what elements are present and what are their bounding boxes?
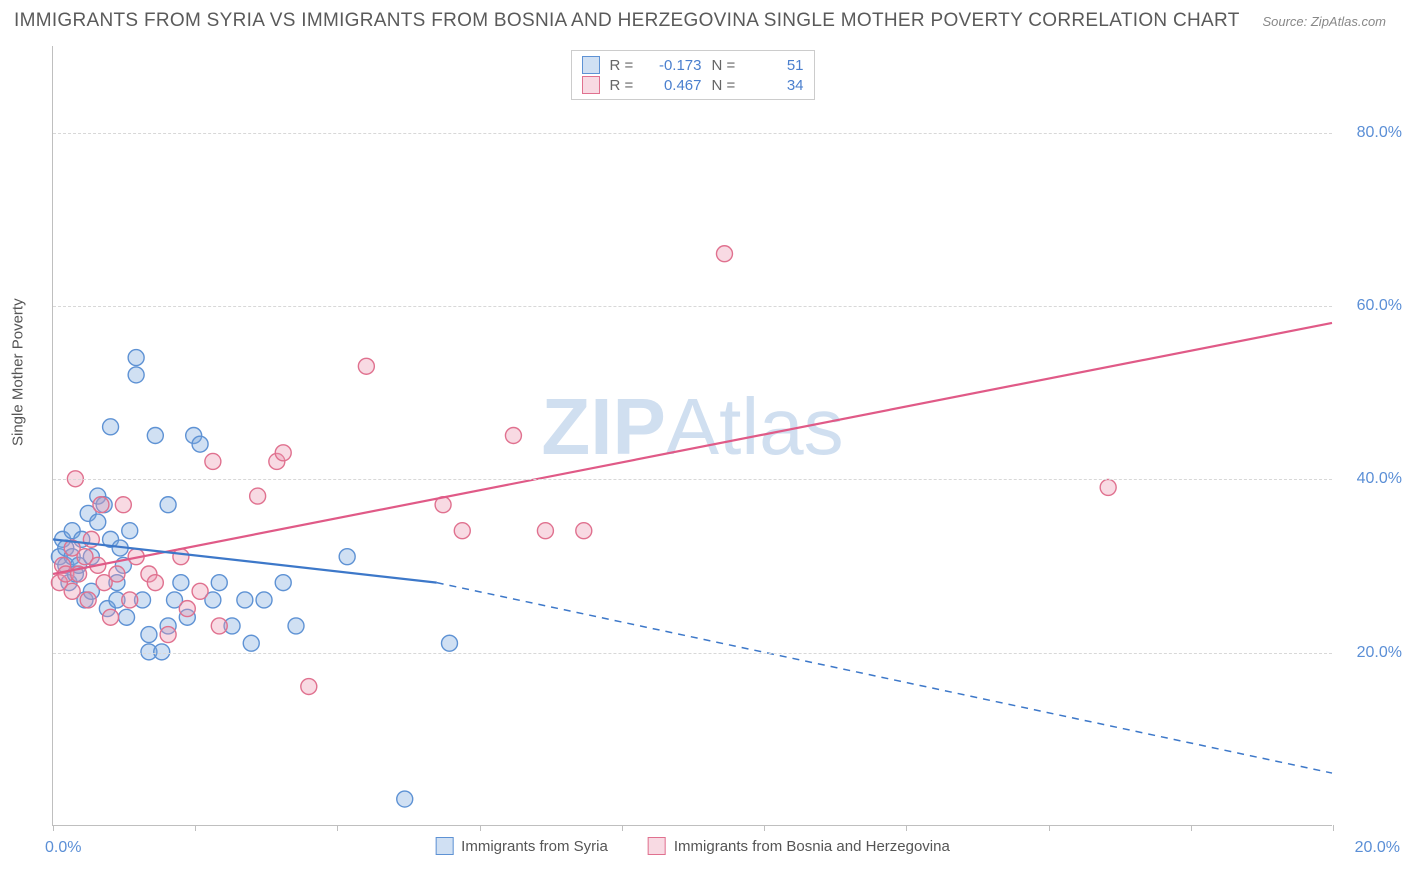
point-syria bbox=[237, 592, 253, 608]
trend-line-syria-dashed bbox=[437, 583, 1332, 773]
trend-line-bosnia bbox=[53, 323, 1332, 574]
point-syria bbox=[90, 514, 106, 530]
r-label: R = bbox=[610, 77, 638, 94]
point-syria bbox=[141, 627, 157, 643]
x-tick bbox=[1333, 825, 1334, 831]
grid-line bbox=[53, 133, 1332, 134]
point-syria bbox=[122, 523, 138, 539]
point-syria bbox=[256, 592, 272, 608]
x-tick bbox=[764, 825, 765, 831]
legend-series: Immigrants from Syria Immigrants from Bo… bbox=[435, 837, 950, 855]
point-syria bbox=[103, 419, 119, 435]
point-bosnia bbox=[179, 601, 195, 617]
point-bosnia bbox=[122, 592, 138, 608]
r-label: R = bbox=[610, 57, 638, 74]
point-syria bbox=[192, 436, 208, 452]
n-value-bosnia: 34 bbox=[750, 77, 804, 94]
legend-stats-row-bosnia: R = 0.467 N = 34 bbox=[582, 75, 804, 95]
point-syria bbox=[243, 635, 259, 651]
y-tick-label: 40.0% bbox=[1357, 470, 1402, 488]
point-bosnia bbox=[301, 679, 317, 695]
point-bosnia bbox=[576, 523, 592, 539]
swatch-bosnia bbox=[582, 76, 600, 94]
point-syria bbox=[211, 575, 227, 591]
point-bosnia bbox=[192, 583, 208, 599]
grid-line bbox=[53, 479, 1332, 480]
n-label: N = bbox=[712, 77, 740, 94]
y-tick-label: 20.0% bbox=[1357, 644, 1402, 662]
point-syria bbox=[119, 609, 135, 625]
point-syria bbox=[128, 350, 144, 366]
legend-item-syria: Immigrants from Syria bbox=[435, 837, 608, 855]
r-value-bosnia: 0.467 bbox=[648, 77, 702, 94]
point-bosnia bbox=[358, 358, 374, 374]
point-syria bbox=[275, 575, 291, 591]
point-syria bbox=[397, 791, 413, 807]
x-tick bbox=[480, 825, 481, 831]
swatch-syria bbox=[582, 56, 600, 74]
y-tick-label: 60.0% bbox=[1357, 297, 1402, 315]
legend-label-syria: Immigrants from Syria bbox=[461, 838, 608, 855]
swatch-bosnia bbox=[648, 837, 666, 855]
x-axis-origin-label: 0.0% bbox=[45, 839, 81, 857]
chart-title: IMMIGRANTS FROM SYRIA VS IMMIGRANTS FROM… bbox=[14, 10, 1240, 32]
point-bosnia bbox=[80, 592, 96, 608]
x-tick bbox=[195, 825, 196, 831]
point-bosnia bbox=[716, 246, 732, 262]
legend-stats: R = -0.173 N = 51 R = 0.467 N = 34 bbox=[571, 50, 815, 100]
legend-label-bosnia: Immigrants from Bosnia and Herzegovina bbox=[674, 838, 950, 855]
point-bosnia bbox=[115, 497, 131, 513]
legend-item-bosnia: Immigrants from Bosnia and Herzegovina bbox=[648, 837, 950, 855]
point-bosnia bbox=[103, 609, 119, 625]
point-bosnia bbox=[211, 618, 227, 634]
n-label: N = bbox=[712, 57, 740, 74]
y-tick-label: 80.0% bbox=[1357, 124, 1402, 142]
grid-line bbox=[53, 306, 1332, 307]
n-value-syria: 51 bbox=[750, 57, 804, 74]
r-value-syria: -0.173 bbox=[648, 57, 702, 74]
plot-area: ZIPAtlas R = -0.173 N = 51 R = 0.467 N =… bbox=[52, 46, 1332, 826]
x-tick bbox=[337, 825, 338, 831]
x-tick bbox=[1049, 825, 1050, 831]
source-attribution: Source: ZipAtlas.com bbox=[1262, 14, 1386, 29]
x-axis-end-label: 20.0% bbox=[1355, 839, 1400, 857]
point-syria bbox=[173, 575, 189, 591]
point-bosnia bbox=[454, 523, 470, 539]
point-syria bbox=[147, 428, 163, 444]
point-syria bbox=[128, 367, 144, 383]
point-bosnia bbox=[205, 453, 221, 469]
x-tick bbox=[1191, 825, 1192, 831]
point-bosnia bbox=[275, 445, 291, 461]
point-bosnia bbox=[147, 575, 163, 591]
point-bosnia bbox=[160, 627, 176, 643]
point-syria bbox=[160, 497, 176, 513]
point-bosnia bbox=[250, 488, 266, 504]
grid-line bbox=[53, 653, 1332, 654]
swatch-syria bbox=[435, 837, 453, 855]
point-bosnia bbox=[109, 566, 125, 582]
point-syria bbox=[288, 618, 304, 634]
point-syria bbox=[441, 635, 457, 651]
chart-svg bbox=[53, 46, 1332, 825]
point-syria bbox=[339, 549, 355, 565]
x-tick bbox=[622, 825, 623, 831]
x-tick bbox=[53, 825, 54, 831]
x-tick bbox=[906, 825, 907, 831]
point-bosnia bbox=[537, 523, 553, 539]
point-bosnia bbox=[505, 428, 521, 444]
point-bosnia bbox=[1100, 479, 1116, 495]
y-axis-title: Single Mother Poverty bbox=[10, 298, 27, 446]
point-bosnia bbox=[64, 583, 80, 599]
legend-stats-row-syria: R = -0.173 N = 51 bbox=[582, 55, 804, 75]
point-bosnia bbox=[93, 497, 109, 513]
